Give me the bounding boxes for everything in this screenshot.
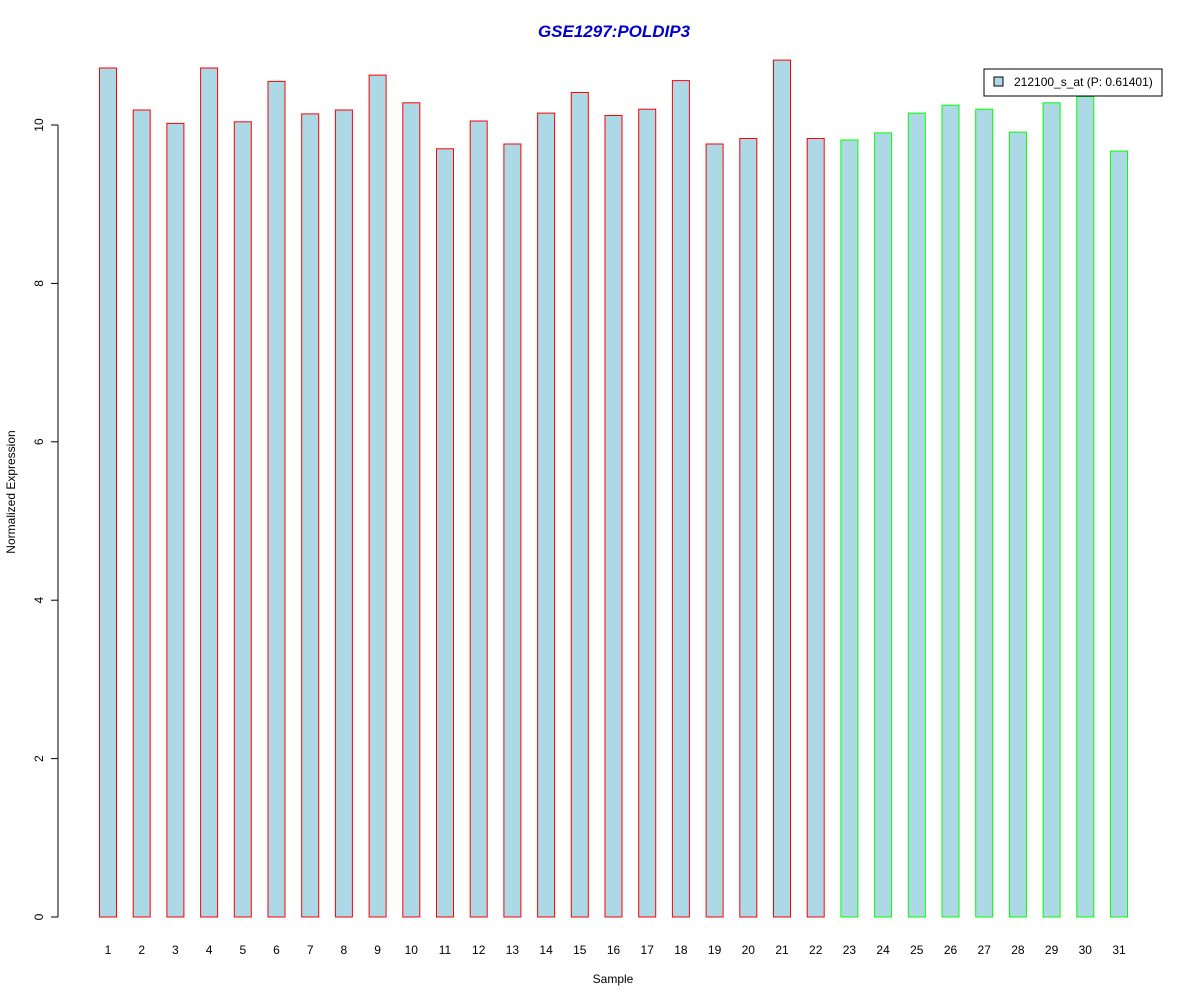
chart-title: GSE1297:POLDIP3 — [538, 22, 691, 41]
bar-sample-25 — [907, 112, 926, 918]
x-axis-label: Sample — [593, 972, 634, 986]
y-tick-label: 10 — [32, 118, 46, 132]
bar-sample-5 — [233, 121, 252, 918]
x-tick-label: 2 — [138, 943, 145, 957]
bar-sample-15 — [570, 92, 589, 918]
x-tick-label: 20 — [742, 943, 756, 957]
bar-sample-14 — [537, 112, 556, 918]
x-tick-label: 12 — [472, 943, 486, 957]
x-tick-label: 13 — [506, 943, 520, 957]
bar-sample-29 — [1042, 102, 1061, 918]
x-tick-label: 19 — [708, 943, 722, 957]
x-tick-label: 8 — [341, 943, 348, 957]
bar-sample-12 — [469, 120, 488, 918]
y-tick-label: 8 — [32, 280, 46, 287]
x-tick-label: 24 — [876, 943, 890, 957]
x-tick-label: 29 — [1045, 943, 1059, 957]
x-tick-label: 4 — [206, 943, 213, 957]
x-tick-label: 3 — [172, 943, 179, 957]
legend-box — [983, 68, 1163, 97]
bar-sample-31 — [1110, 150, 1128, 918]
x-tick-label: 10 — [405, 943, 419, 957]
x-tick-label: 26 — [944, 943, 958, 957]
bar-sample-7 — [301, 113, 320, 918]
x-tick-label: 15 — [573, 943, 587, 957]
bar-sample-11 — [436, 148, 454, 918]
bar-sample-3 — [166, 122, 185, 918]
legend-label: 212100_s_at (P: 0.61401) — [1014, 75, 1153, 89]
x-tick-label: 17 — [641, 943, 655, 957]
x-tick-label: 6 — [273, 943, 280, 957]
bar-sample-13 — [503, 143, 522, 918]
y-axis-label: Normalized Expression — [4, 430, 18, 553]
x-tick-label: 14 — [539, 943, 553, 957]
bar-sample-20 — [739, 138, 758, 918]
x-tick-label: 1 — [105, 943, 112, 957]
bar-sample-23 — [840, 139, 859, 918]
bar-sample-8 — [334, 109, 353, 918]
y-axis: 0 2 4 6 8 10 — [32, 118, 59, 920]
y-tick-label: 6 — [32, 438, 46, 445]
bar-sample-18 — [671, 80, 690, 918]
y-tick-label: 0 — [32, 913, 46, 920]
y-tick-label: 4 — [32, 597, 46, 604]
x-tick-label: 27 — [978, 943, 992, 957]
bar-sample-30 — [1076, 96, 1095, 918]
bar-sample-17 — [638, 108, 657, 918]
bar-sample-2 — [132, 109, 151, 918]
bar-sample-4 — [200, 67, 219, 918]
bar-sample-26 — [941, 104, 960, 918]
bar-sample-21 — [773, 59, 791, 918]
x-tick-label: 30 — [1079, 943, 1093, 957]
bar-sample-6 — [267, 80, 286, 918]
x-tick-label: 18 — [674, 943, 688, 957]
bar-sample-1 — [99, 67, 117, 918]
bar-sample-16 — [604, 115, 623, 918]
x-tick-label: 28 — [1011, 943, 1025, 957]
bar-sample-24 — [874, 132, 893, 918]
x-tick-label: 5 — [239, 943, 246, 957]
x-tick-label: 23 — [843, 943, 857, 957]
x-tick-label: 16 — [607, 943, 621, 957]
x-tick-label: 31 — [1112, 943, 1126, 957]
x-tick-labels: 1 2 3 4 5 6 7 8 9 10 11 12 13 14 15 16 17 18 19 20 21 22 23 24 2… — [105, 943, 1126, 957]
x-tick-label: 21 — [775, 943, 789, 957]
y-tick-label: 2 — [32, 755, 46, 762]
x-tick-label: 25 — [910, 943, 924, 957]
bars-group — [99, 59, 1128, 918]
legend-swatch — [993, 76, 1004, 87]
legend: 212100_s_at (P: 0.61401) — [983, 68, 1163, 97]
x-tick-label: 9 — [374, 943, 381, 957]
x-tick-label: 22 — [809, 943, 823, 957]
x-tick-label: 7 — [307, 943, 314, 957]
bar-sample-28 — [1008, 131, 1027, 918]
bar-sample-27 — [975, 108, 994, 918]
bar-sample-19 — [705, 143, 724, 918]
bar-sample-10 — [402, 102, 421, 918]
bar-sample-9 — [368, 74, 387, 918]
bar-sample-22 — [806, 138, 825, 918]
x-tick-label: 11 — [439, 943, 452, 957]
